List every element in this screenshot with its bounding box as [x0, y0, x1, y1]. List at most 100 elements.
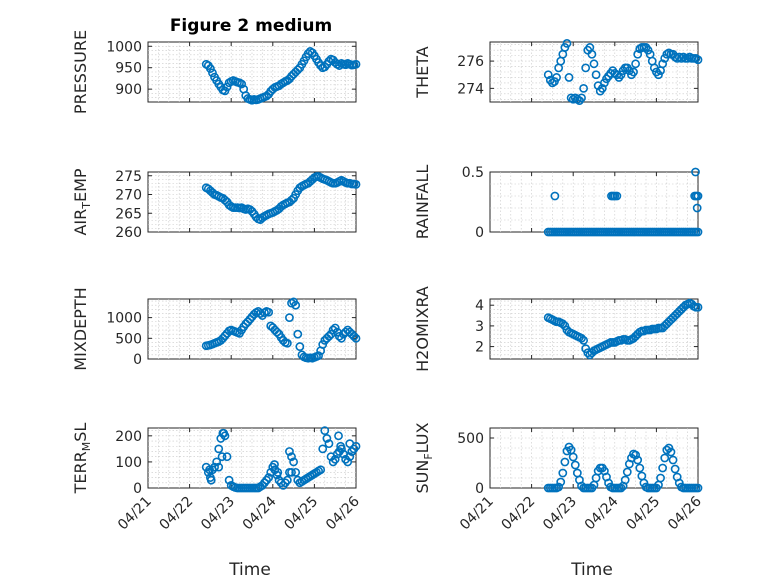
y-tick-label: 950 [115, 61, 142, 77]
data-point [558, 319, 568, 329]
y-tick-label: 270 [115, 188, 142, 204]
data-point [552, 73, 561, 82]
y-tick-label: 500 [115, 331, 142, 347]
data-point [560, 457, 570, 467]
subplot-1: 900 950 1000 PRESSURE [71, 30, 361, 114]
y-tick-label: 0 [133, 481, 142, 497]
series-markers [201, 426, 361, 493]
data-point [343, 457, 353, 467]
data-point [635, 463, 645, 473]
data-point [328, 325, 338, 335]
data-point [662, 445, 672, 455]
y-axis-label: RAINFALL [413, 165, 432, 240]
data-point [656, 473, 665, 483]
data-point [330, 323, 340, 333]
data-point [270, 460, 279, 469]
y-tick-label: 275 [115, 169, 142, 185]
y-tick-label: 900 [115, 82, 142, 98]
data-point [217, 452, 227, 462]
data-point [587, 49, 597, 59]
series-markers [201, 172, 361, 225]
subplot-4: 0 0.5 RAINFALL [413, 165, 703, 241]
data-point [205, 465, 214, 475]
data-point [591, 70, 601, 80]
x-tick-label: 04/26 [323, 493, 363, 533]
data-point [620, 475, 630, 485]
data-point [208, 68, 217, 78]
data-point [589, 59, 599, 69]
data-point [334, 61, 344, 70]
data-point [554, 482, 564, 492]
y-tick-label: 2 [475, 340, 484, 356]
data-point [330, 454, 340, 464]
data-point [562, 38, 572, 48]
data-point [560, 321, 570, 331]
y-tick-label: 0.5 [462, 165, 484, 181]
data-point [324, 439, 334, 449]
series-markers [201, 297, 361, 363]
data-point [629, 67, 638, 77]
data-point [282, 338, 292, 348]
data-point [314, 351, 323, 361]
y-tick-label: 265 [115, 206, 142, 222]
x-tick-label: 04/25 [281, 494, 321, 534]
y-tick-label: 0 [475, 225, 484, 241]
data-point [631, 59, 640, 69]
x-tick-label: 04/23 [198, 494, 238, 534]
series-markers [543, 442, 703, 493]
data-point [237, 79, 246, 89]
data-point [693, 55, 703, 65]
y-tick-label: 3 [475, 319, 484, 335]
series-markers [543, 298, 703, 360]
y-axis-label: THETA [413, 46, 432, 98]
data-point [222, 452, 232, 462]
data-point [293, 65, 303, 75]
y-axis-label: SUNFLUX [413, 422, 435, 493]
data-point [205, 64, 215, 73]
data-point [337, 333, 346, 343]
data-point [289, 457, 298, 467]
data-point [222, 82, 232, 92]
data-point [347, 447, 357, 456]
x-axis-label: Time [228, 560, 271, 580]
axes-box [147, 41, 357, 103]
y-axis-label: TERRMSL [71, 423, 93, 495]
data-point [264, 473, 274, 482]
data-point [577, 333, 586, 343]
data-point [564, 73, 574, 82]
data-point [351, 333, 361, 343]
data-point [318, 444, 328, 454]
x-tick-label: 04/23 [540, 494, 580, 534]
data-point [543, 70, 553, 80]
data-point [693, 302, 703, 312]
data-point [287, 467, 296, 477]
data-point [212, 457, 222, 467]
data-point [558, 468, 568, 478]
data-point [291, 467, 301, 477]
x-axis-label: Time [570, 560, 613, 580]
data-point [692, 203, 702, 213]
data-point [272, 327, 282, 337]
data-point [668, 455, 678, 465]
x-tick-label: 04/24 [582, 493, 622, 533]
axes-box [147, 427, 357, 489]
data-point [285, 313, 294, 323]
data-point [324, 331, 334, 341]
grid-lines [148, 428, 356, 488]
data-point [345, 452, 355, 462]
y-axis-label: AIRTEMP [71, 168, 93, 235]
data-point [273, 467, 283, 477]
data-point [214, 444, 224, 454]
data-point [579, 335, 588, 345]
data-point [351, 179, 361, 189]
subplot-8: 0 500 04/21 04/22 04/23 04/24 04/25 04/26 SUNFLU… [413, 422, 705, 580]
data-point [693, 483, 703, 493]
data-point [316, 465, 326, 475]
y-tick-label: 260 [115, 225, 142, 241]
data-point [660, 453, 670, 463]
data-point [658, 59, 668, 69]
data-point [318, 340, 328, 349]
subplot-6: 2 3 4 H2OMIXRA [413, 286, 703, 372]
data-point [334, 431, 343, 441]
